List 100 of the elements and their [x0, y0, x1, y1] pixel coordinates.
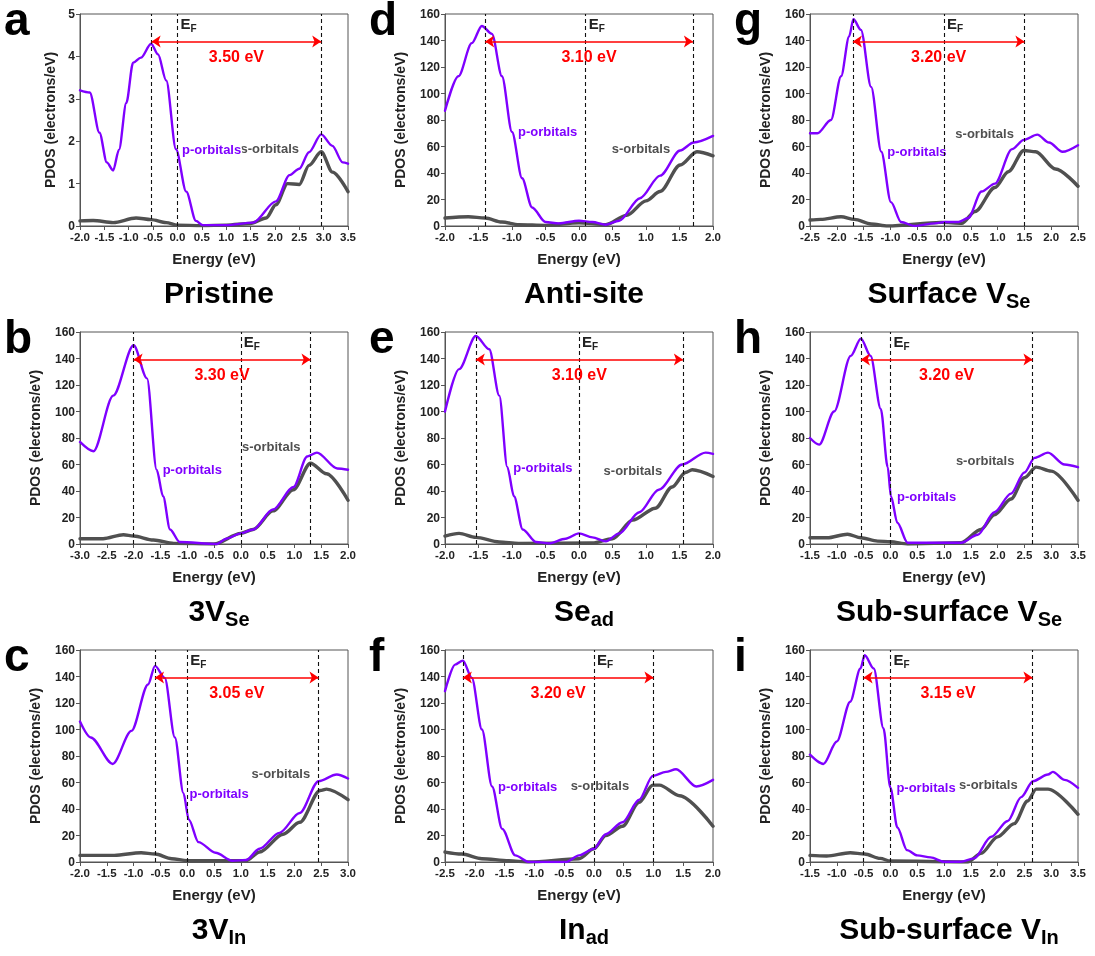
text: i: [734, 629, 747, 681]
annotation: 3.50 eV: [208, 48, 265, 66]
x-tick-label: -1.0: [502, 231, 522, 243]
x-tick-label: -0.5: [535, 231, 557, 243]
x-tick-label: -1.5: [800, 549, 821, 561]
y-tick-label: 20: [791, 192, 806, 207]
x-tick-label: -1.0: [118, 231, 139, 243]
x-tick-label: 0.0: [585, 867, 602, 879]
x-tick-label: 1.5: [671, 549, 689, 561]
x-tick-label: 1.5: [671, 231, 689, 243]
x-tick-label: 1.0: [218, 231, 235, 243]
x-tick-label: 1.5: [259, 867, 277, 879]
y-tick-label: 0: [798, 537, 806, 551]
x-tick-label: -1.0: [826, 549, 847, 561]
y-tick-label: 40: [61, 484, 76, 498]
x-tick-label: 0.0: [882, 867, 899, 879]
x-tick-label: 2.5: [1016, 867, 1033, 879]
y-tick-label: 120: [54, 378, 76, 392]
y-tick-label: 120: [784, 696, 806, 710]
y-tick-label: 80: [791, 431, 806, 445]
x-tick-label: -1.0: [177, 549, 198, 561]
series-label: s-orbitals: [570, 777, 630, 793]
x-tick-label: -1.5: [150, 549, 171, 561]
x-tick-label: 1.0: [638, 231, 654, 243]
text: e: [369, 311, 395, 363]
y-tick-label: 2: [68, 134, 76, 149]
text: Pristine: [163, 275, 275, 309]
x-tick-label: 2.0: [705, 231, 721, 243]
x-tick-label: 0.0: [179, 867, 196, 879]
x-tick-label: 1.0: [638, 549, 654, 561]
x-tick-label: -2.0: [826, 231, 847, 243]
series-label: p-orbitals: [189, 785, 249, 801]
series-label: p-orbitals: [181, 141, 242, 157]
x-tick-label: 2.0: [705, 867, 721, 879]
x-tick-label: -1.0: [502, 549, 522, 561]
y-axis-title: PDOS (electrons/eV): [392, 51, 408, 189]
x-tick-label: -1.5: [94, 231, 115, 243]
x-axis-title: Energy (eV): [902, 886, 986, 903]
x-tick-label: 1.5: [675, 867, 692, 879]
x-tick-label: 0.0: [169, 231, 186, 243]
y-tick-label: 0: [433, 537, 441, 551]
y-tick-label: 40: [791, 166, 806, 180]
x-tick-label: -0.5: [143, 231, 164, 243]
y-tick-label: 80: [61, 431, 76, 445]
x-tick-label: -0.5: [853, 867, 875, 879]
y-axis-title: PDOS (electrons/eV): [392, 687, 408, 825]
series-label: s-orbitals: [959, 776, 1018, 792]
y-tick-label: 0: [798, 855, 806, 869]
x-tick-label: 3.0: [315, 231, 332, 243]
y-tick-label: 0: [433, 219, 441, 233]
y-tick-label: 100: [419, 404, 441, 419]
y-tick-label: 160: [419, 325, 441, 339]
text: Anti-site: [524, 275, 644, 309]
y-tick-label: 3: [68, 91, 76, 106]
y-tick-label: 20: [61, 510, 76, 525]
text: c: [4, 629, 30, 681]
y-tick-label: 120: [419, 378, 441, 392]
x-tick-label: -2.0: [70, 231, 90, 243]
x-axis-title: Energy (eV): [537, 568, 621, 585]
y-tick-label: 120: [419, 60, 441, 74]
x-tick-label: 1.5: [962, 549, 980, 561]
series-label: s-orbitals: [603, 462, 663, 478]
y-tick-label: 0: [68, 537, 76, 551]
y-tick-label: 20: [791, 828, 806, 843]
x-tick-label: 0.0: [882, 549, 899, 561]
x-tick-label: 2.5: [1016, 549, 1033, 561]
y-tick-label: 20: [426, 510, 441, 525]
x-tick-label: -1.5: [853, 231, 875, 243]
x-tick-label: -1.0: [880, 231, 901, 243]
y-tick-label: 60: [61, 457, 76, 472]
y-tick-label: 20: [61, 828, 76, 843]
x-axis-title: Energy (eV): [172, 250, 256, 267]
y-tick-label: 60: [791, 139, 806, 154]
x-tick-label: 2.5: [313, 867, 330, 879]
y-tick-label: 60: [61, 775, 76, 790]
y-tick-label: 160: [419, 7, 441, 21]
x-tick-label: -1.0: [524, 867, 545, 879]
x-tick-label: -0.5: [853, 549, 875, 561]
x-tick-label: 1.5: [962, 867, 980, 879]
x-tick-label: 0.5: [909, 867, 926, 879]
series-label: p-orbitals: [162, 462, 222, 478]
y-tick-label: 5: [68, 7, 76, 21]
x-tick-label: 1.0: [989, 231, 1006, 243]
y-tick-label: 60: [426, 139, 441, 154]
series-label: p-orbitals: [518, 124, 578, 140]
x-tick-label: -2.5: [435, 867, 456, 879]
y-axis-title: PDOS (electrons/eV): [757, 687, 773, 825]
y-tick-label: 140: [784, 33, 806, 48]
x-tick-label: -1.5: [800, 867, 821, 879]
y-axis-title: PDOS (electrons/eV): [757, 369, 773, 507]
x-tick-label: 0.5: [615, 867, 633, 879]
y-tick-label: 160: [54, 643, 76, 657]
x-tick-label: -1.5: [468, 231, 490, 243]
x-tick-label: 0.5: [206, 867, 223, 879]
annotation: 3.05 eV: [209, 684, 265, 702]
y-tick-label: 40: [791, 802, 806, 816]
x-tick-label: 2.0: [1043, 231, 1060, 243]
y-axis-title: PDOS (electrons/eV): [27, 369, 43, 507]
x-tick-label: 0.5: [604, 231, 622, 243]
y-tick-label: 4: [68, 49, 76, 64]
